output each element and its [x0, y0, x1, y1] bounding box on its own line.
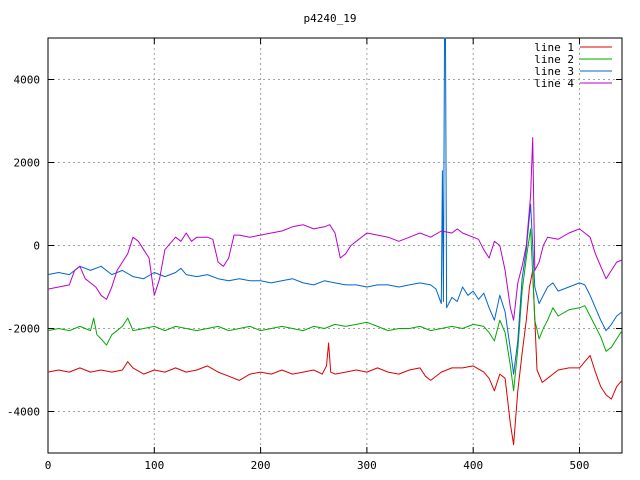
x-tick-label: 500 [570, 459, 590, 472]
legend-label-4: line 4 [534, 77, 574, 90]
grid [48, 38, 622, 453]
series-line-1 [47, 269, 623, 446]
axis-ticks: 0 100 200 300 400 500 -4000 -2000 0 2000 4000 [7, 38, 622, 472]
y-tick-label: 4000 [14, 74, 41, 87]
y-tick-label: -2000 [7, 323, 40, 336]
legend-label-1: line 1 [534, 41, 574, 54]
chart-title: p4240_19 [304, 12, 357, 25]
legend-label-2: line 2 [534, 53, 574, 66]
x-tick-label: 100 [144, 459, 164, 472]
series-line-4 [47, 137, 623, 321]
x-tick-label: 0 [45, 459, 52, 472]
series-layer [47, 37, 623, 446]
x-tick-label: 400 [463, 459, 483, 472]
y-tick-label: -4000 [7, 406, 40, 419]
y-tick-label: 0 [33, 240, 40, 253]
legend-label-3: line 3 [534, 65, 574, 78]
series-line-2 [47, 228, 623, 392]
series-line-3 [47, 37, 623, 375]
x-tick-label: 300 [357, 459, 377, 472]
y-tick-label: 2000 [14, 157, 41, 170]
x-tick-label: 200 [251, 459, 271, 472]
